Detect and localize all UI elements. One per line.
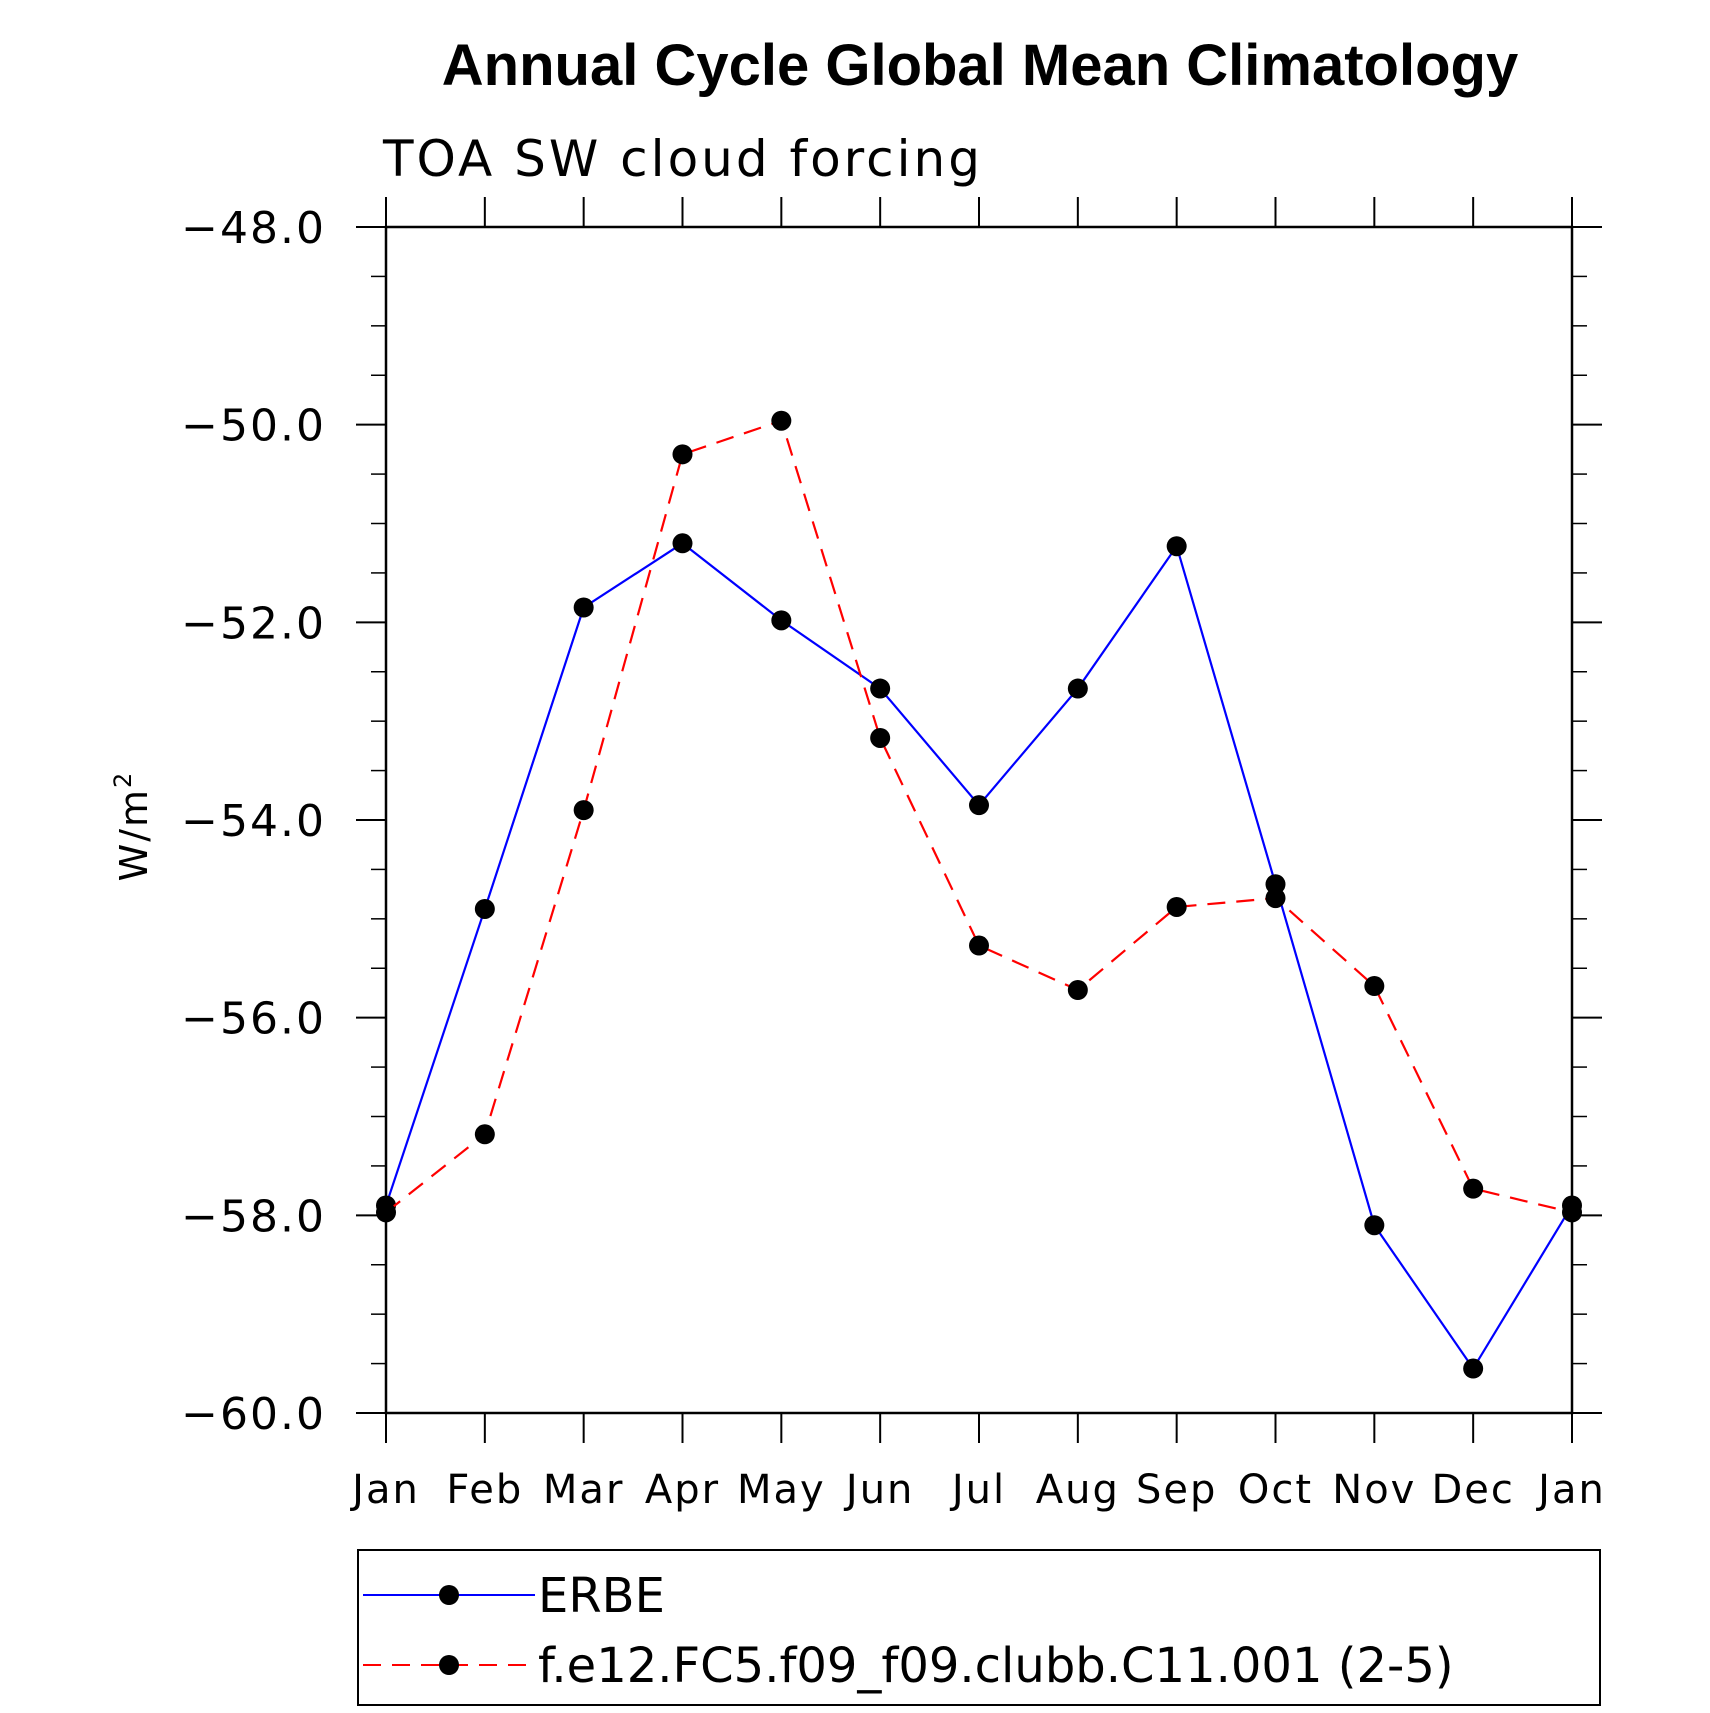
data-point-model (573, 800, 594, 821)
data-point-model (474, 1124, 495, 1145)
y-axis-label: W/m2 (109, 771, 156, 882)
y-axis-label-superscript: 2 (109, 771, 137, 788)
legend-model-label: f.e12.FC5.f09_f09.clubb.C11.001 (2-5) (538, 1638, 1454, 1694)
data-point-model (1463, 1178, 1484, 1199)
data-point-model (1067, 979, 1088, 1000)
data-point-model (672, 444, 693, 465)
data-point-erbe (1067, 678, 1088, 699)
data-point-erbe (1364, 1215, 1385, 1236)
data-point-erbe (969, 795, 989, 816)
data-point-model (376, 1202, 396, 1223)
y-tick-label: −60.0 (181, 1389, 326, 1440)
x-tick-label: Nov (1332, 1467, 1416, 1513)
x-tick-label: Jan (1535, 1467, 1606, 1513)
x-tick-label: Jan (349, 1467, 420, 1513)
legend-erbe-marker (439, 1585, 459, 1605)
x-tick-label: Aug (1036, 1467, 1120, 1513)
x-tick-label: Dec (1431, 1467, 1514, 1513)
y-tick-label: −52.0 (181, 598, 326, 649)
y-tick-label: −50.0 (181, 401, 326, 452)
y-tick-label: −48.0 (181, 203, 326, 254)
axes: Jan Feb Mar Apr May Jun Jul Aug Sep Oct Nov Dec Jan−… (181, 197, 1606, 1513)
x-tick-label: Jul (949, 1467, 1006, 1513)
legend: ERBE f.e12.FC5.f09_f09.clubb.C11.001 (2-… (357, 1549, 1601, 1706)
legend-box (357, 1549, 1601, 1706)
legend-model-marker (439, 1655, 459, 1675)
series-layer (376, 410, 1582, 1379)
legend-erbe-label: ERBE (538, 1568, 665, 1624)
x-tick-label: Apr (645, 1467, 720, 1513)
x-tick-label: Oct (1238, 1467, 1313, 1513)
data-point-erbe (771, 610, 792, 631)
data-point-erbe (1265, 874, 1286, 895)
x-tick-label: Jun (843, 1467, 915, 1513)
data-point-model (969, 935, 989, 956)
data-point-erbe (1166, 536, 1187, 557)
x-tick-label: May (737, 1467, 826, 1513)
y-tick-label: −58.0 (181, 1191, 326, 1242)
chart-subtitle: TOA SW cloud forcing (382, 130, 983, 188)
data-point-model (870, 727, 891, 748)
chart-title: Annual Cycle Global Mean Climatology (442, 33, 1518, 98)
data-point-erbe (672, 533, 693, 554)
x-tick-label: Feb (446, 1467, 523, 1513)
data-point-erbe (474, 898, 495, 919)
data-point-model (771, 410, 792, 431)
y-tick-label: −54.0 (181, 796, 326, 847)
data-point-model (1364, 976, 1385, 997)
data-point-erbe (870, 678, 891, 699)
y-tick-label: −56.0 (181, 994, 326, 1045)
data-point-model (1562, 1202, 1582, 1223)
data-point-model (1166, 896, 1187, 917)
data-point-erbe (573, 597, 594, 618)
data-point-model (1265, 888, 1286, 909)
y-axis-label-text: W/m (112, 788, 156, 881)
x-tick-label: Mar (543, 1467, 624, 1513)
x-tick-label: Sep (1136, 1467, 1217, 1513)
data-point-erbe (1463, 1358, 1484, 1379)
